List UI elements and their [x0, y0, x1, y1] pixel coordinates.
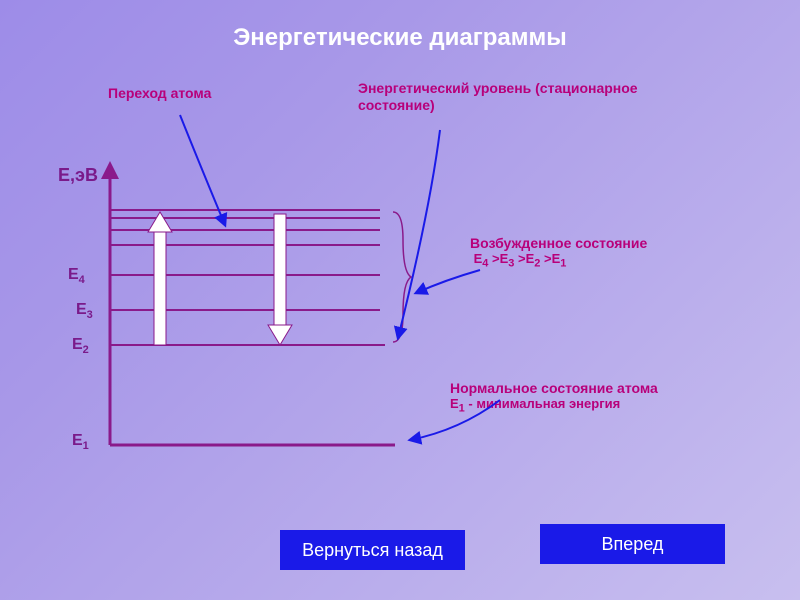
forward-button[interactable]: Вперед [540, 524, 725, 564]
energy-diagram [0, 0, 800, 600]
transition-arrow-down [268, 214, 292, 345]
annot-arrow-transition [180, 115, 225, 225]
annot-arrow-excited [416, 270, 480, 293]
annot-arrow-stationary [398, 130, 440, 338]
transition-arrow-up [148, 212, 172, 345]
back-button[interactable]: Вернуться назад [280, 530, 465, 570]
annot-arrow-normal [410, 400, 500, 440]
